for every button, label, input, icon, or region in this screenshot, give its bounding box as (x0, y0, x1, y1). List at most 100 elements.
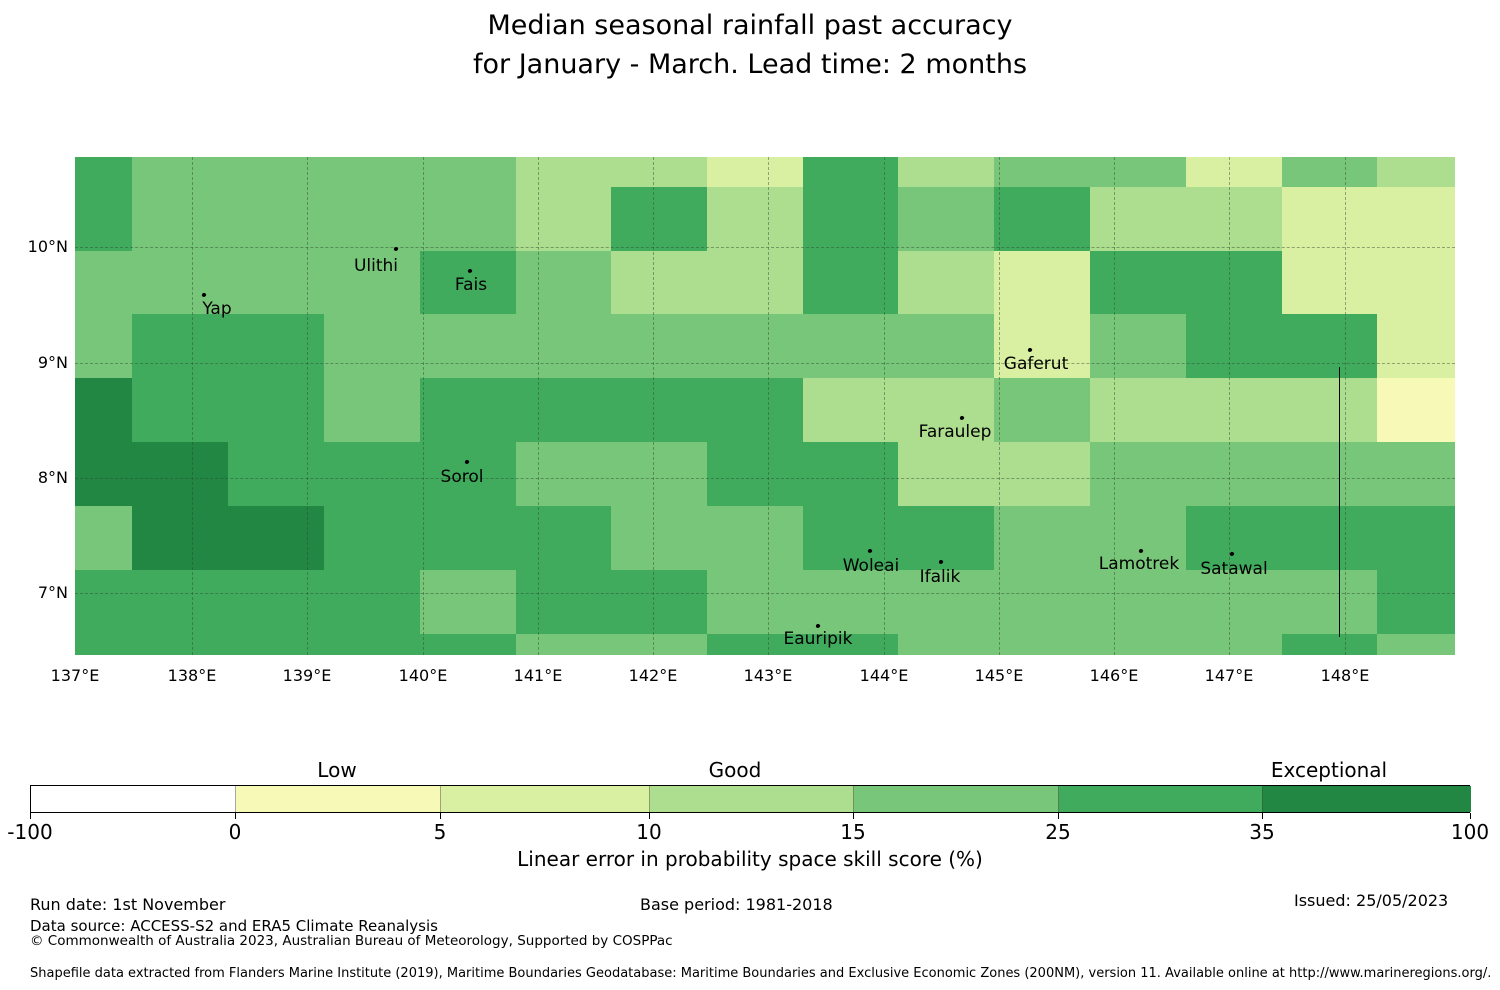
heatmap-cell (75, 570, 132, 634)
colorbar-segment (441, 786, 650, 812)
heatmap-cell (1186, 634, 1282, 655)
heatmap-cell (994, 506, 1090, 570)
heatmap-cell (898, 314, 994, 378)
x-tick-label: 141°E (513, 666, 563, 685)
longitude-gridline (1345, 157, 1346, 655)
heatmap-cell (611, 570, 707, 634)
heatmap-cell (1186, 506, 1282, 570)
heatmap-cell (228, 157, 324, 187)
colorbar-tick-label: 35 (1249, 820, 1275, 844)
heatmap-cell (707, 442, 803, 506)
colorbar-segment (236, 786, 441, 812)
colorbar-tick-label: -100 (7, 820, 53, 844)
heatmap-cell (1377, 157, 1455, 187)
heatmap-cell (1282, 634, 1377, 655)
heatmap-cell (707, 251, 803, 314)
heatmap-cell (516, 378, 611, 442)
heatmap-cell (1282, 506, 1377, 570)
heatmap-cell (611, 314, 707, 378)
eez-boundary-line (1339, 367, 1340, 637)
colorbar-tick-label: 0 (228, 820, 242, 844)
heatmap-cell (1377, 634, 1455, 655)
island-label: Satawal (1200, 559, 1268, 579)
heatmap-cell (1186, 157, 1282, 187)
latitude-gridline (75, 363, 1455, 364)
heatmap-cell (803, 187, 898, 251)
colorbar-segment (650, 786, 854, 812)
x-tick-label: 148°E (1320, 666, 1370, 685)
heatmap-cell (75, 314, 132, 378)
heatmap-cell (1186, 378, 1282, 442)
heatmap-cell (516, 634, 611, 655)
heatmap-cell (707, 187, 803, 251)
heatmap-cell (324, 570, 420, 634)
heatmap-cell (1377, 570, 1455, 634)
colorbar-tick-label: 5 (433, 820, 447, 844)
heatmap-cell (420, 442, 516, 506)
y-tick-label: 7°N (37, 583, 68, 602)
heatmap-cell (1090, 157, 1186, 187)
heatmap-cell (611, 157, 707, 187)
heatmap-cell (1282, 251, 1377, 314)
skill-score-heatmap: Yap Ulithi Fais Sorol Gaferut Faraulep Woleai I… (75, 157, 1455, 655)
heatmap-cell (228, 442, 324, 506)
heatmap-cell (132, 157, 228, 187)
heatmap-cell (1090, 251, 1186, 314)
heatmap-cell (324, 314, 420, 378)
heatmap-cell (420, 634, 516, 655)
heatmap-cell (898, 157, 994, 187)
colorbar-tick-label: 25 (1045, 820, 1071, 844)
heatmap-cell (803, 442, 898, 506)
heatmap-cell (228, 251, 324, 314)
colorbar-segment (854, 786, 1059, 812)
heatmap-cell (1090, 634, 1186, 655)
heatmap-cell (1282, 157, 1377, 187)
heatmap-cell (75, 442, 132, 506)
heatmap-cell (994, 314, 1090, 378)
colorbar-tick-label: 15 (840, 820, 866, 844)
colorbar (30, 785, 1471, 813)
heatmap-cell (1282, 314, 1377, 378)
colorbar-tick (30, 813, 31, 819)
longitude-gridline (768, 157, 769, 655)
heatmap-cell (994, 570, 1090, 634)
heatmap-cell (324, 251, 420, 314)
heatmap-cell (1377, 506, 1455, 570)
colorbar-tick-label: 10 (636, 820, 662, 844)
longitude-gridline (307, 157, 308, 655)
latitude-gridline (75, 593, 1455, 594)
heatmap-cell (132, 442, 228, 506)
heatmap-cell (1186, 187, 1282, 251)
x-tick-label: 147°E (1204, 666, 1254, 685)
longitude-gridline (653, 157, 654, 655)
figure-title-line2: for January - March. Lead time: 2 months (472, 49, 1028, 80)
island-label: Faraulep (918, 422, 992, 442)
heatmap-cell (803, 570, 898, 634)
heatmap-cell (1090, 570, 1186, 634)
island-label: Fais (454, 275, 488, 295)
colorbar-tick (1262, 813, 1263, 819)
x-tick-label: 144°E (859, 666, 909, 685)
x-tick-label: 143°E (743, 666, 793, 685)
colorbar-category-label: Exceptional (1270, 758, 1388, 782)
heatmap-cell (324, 506, 420, 570)
heatmap-cell (324, 157, 420, 187)
heatmap-cell (132, 314, 228, 378)
x-tick-label: 140°E (398, 666, 448, 685)
heatmap-cell (228, 187, 324, 251)
heatmap-cell (898, 634, 994, 655)
latitude-gridline (75, 478, 1455, 479)
heatmap-cell (994, 378, 1090, 442)
heatmap-cell (898, 378, 994, 442)
heatmap-cell (994, 157, 1090, 187)
heatmap-cell (803, 251, 898, 314)
heatmap-cell (803, 157, 898, 187)
colorbar-tick (649, 813, 650, 819)
heatmap-cell (1377, 187, 1455, 251)
heatmap-cell (994, 251, 1090, 314)
heatmap-cell (132, 378, 228, 442)
heatmap-cell (1090, 187, 1186, 251)
heatmap-cell (75, 378, 132, 442)
heatmap-cell (707, 634, 803, 655)
longitude-gridline (884, 157, 885, 655)
